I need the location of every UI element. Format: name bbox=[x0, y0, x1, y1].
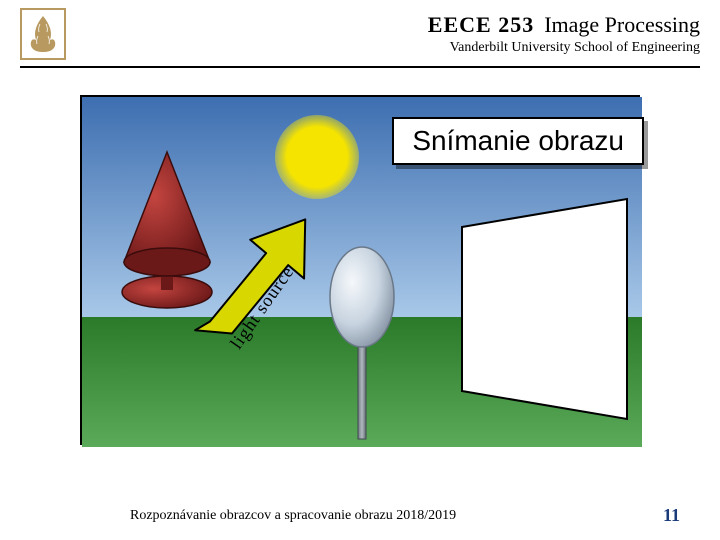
course-code: EECE 253 bbox=[428, 12, 534, 37]
header-divider bbox=[20, 66, 700, 68]
diagram-caption: Snímanie obrazu bbox=[392, 117, 644, 165]
page-number: 11 bbox=[663, 505, 680, 526]
diagram: light source Snímanie obrazu bbox=[80, 95, 640, 445]
university-logo bbox=[20, 8, 66, 60]
course-title: Image Processing bbox=[544, 12, 700, 37]
footer-text: Rozpoznávanie obrazcov a spracovanie obr… bbox=[130, 508, 456, 524]
footer: Rozpoznávanie obrazcov a spracovanie obr… bbox=[0, 505, 720, 526]
sun bbox=[293, 133, 341, 181]
header-text: EECE 253 Image Processing Vanderbilt Uni… bbox=[86, 8, 700, 56]
header: EECE 253 Image Processing Vanderbilt Uni… bbox=[0, 0, 720, 60]
projection-screen bbox=[462, 199, 627, 419]
school-name: Vanderbilt University School of Engineer… bbox=[86, 40, 700, 56]
